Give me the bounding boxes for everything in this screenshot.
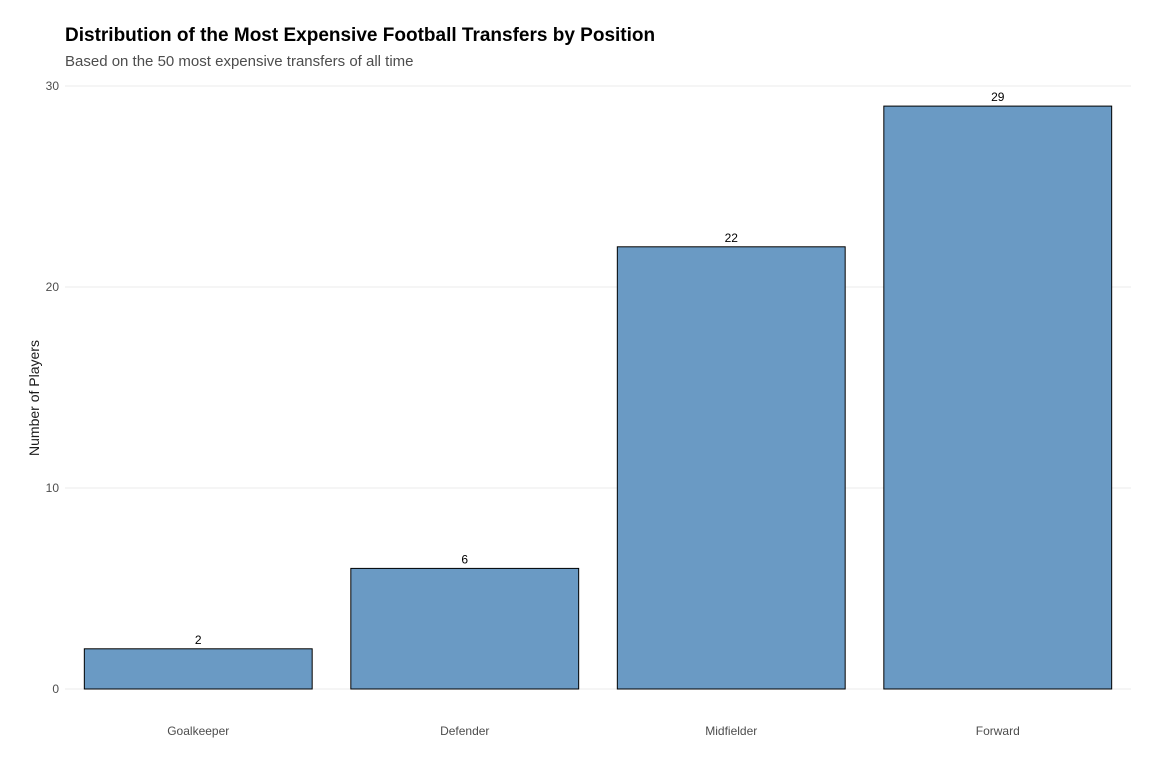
y-tick-label: 10 bbox=[46, 481, 60, 495]
x-tick-label: Midfielder bbox=[705, 724, 757, 738]
data-label: 29 bbox=[991, 90, 1005, 104]
bar-defender bbox=[350, 567, 580, 690]
x-tick-label: Defender bbox=[440, 724, 489, 738]
y-tick-labels: 0 10 20 30 bbox=[46, 79, 60, 696]
data-label: 22 bbox=[725, 231, 739, 245]
data-label: 2 bbox=[195, 633, 202, 647]
y-tick-label: 0 bbox=[52, 682, 59, 696]
bar-midfielder bbox=[616, 246, 846, 690]
y-axis-label: Number of Players bbox=[26, 340, 42, 456]
y-tick-label: 20 bbox=[46, 280, 60, 294]
x-tick-label: Forward bbox=[976, 724, 1020, 738]
chart-subtitle: Based on the 50 most expensive transfers… bbox=[65, 53, 414, 70]
data-label: 6 bbox=[461, 552, 468, 566]
x-tick-labels: Goalkeeper Defender Midfielder Forward bbox=[167, 724, 1020, 738]
bars bbox=[83, 105, 1113, 690]
data-labels: 2 6 22 29 bbox=[195, 90, 1005, 647]
x-tick-label: Goalkeeper bbox=[167, 724, 229, 738]
chart-title: Distribution of the Most Expensive Footb… bbox=[65, 25, 655, 46]
bar-goalkeeper bbox=[83, 648, 313, 690]
y-tick-label: 30 bbox=[46, 79, 60, 93]
bar-forward bbox=[883, 105, 1113, 690]
